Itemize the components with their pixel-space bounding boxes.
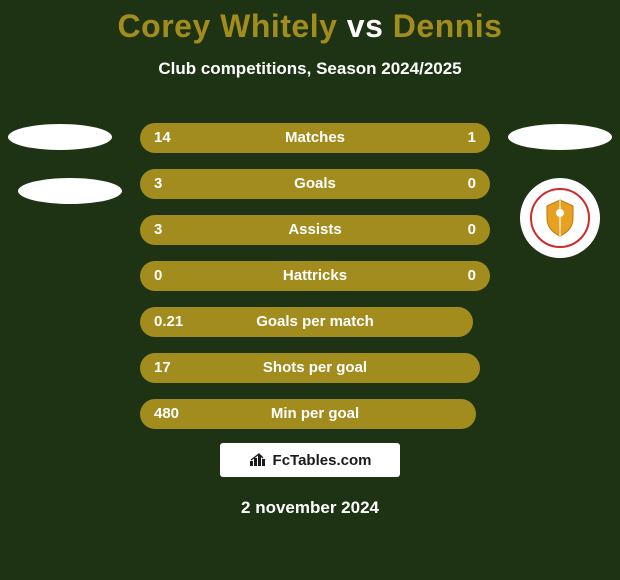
club-shield-icon <box>543 198 577 238</box>
page-title: Corey Whitely vs Dennis <box>0 0 620 45</box>
brand-text: FcTables.com <box>273 452 372 469</box>
stat-label: Goals <box>140 169 490 199</box>
stat-label: Assists <box>140 215 490 245</box>
comparison-canvas: Corey Whitely vs Dennis Club competition… <box>0 0 620 580</box>
stat-value-right: 0 <box>468 215 476 245</box>
player1-name: Corey Whitely <box>118 8 338 44</box>
stat-value-right: 1 <box>468 123 476 153</box>
stat-row: 17Shots per goal <box>140 353 490 383</box>
stat-rows: 14Matches13Goals03Assists00Hattricks00.2… <box>140 123 490 445</box>
stat-value-right: 0 <box>468 169 476 199</box>
stat-label: Hattricks <box>140 261 490 291</box>
stat-row: 0Hattricks0 <box>140 261 490 291</box>
stat-row: 3Assists0 <box>140 215 490 245</box>
stat-label: Goals per match <box>140 307 490 337</box>
stat-label: Shots per goal <box>140 353 490 383</box>
stat-row: 480Min per goal <box>140 399 490 429</box>
player2-club-badge <box>520 178 600 258</box>
player1-photo-placeholder <box>8 124 112 150</box>
vs-separator: vs <box>347 8 384 44</box>
player1-club-placeholder <box>18 178 122 204</box>
player2-photo-placeholder <box>508 124 612 150</box>
club-badge-ring <box>530 188 590 248</box>
stat-row: 14Matches1 <box>140 123 490 153</box>
bars-icon <box>249 453 267 467</box>
stat-label: Min per goal <box>140 399 490 429</box>
date-label: 2 november 2024 <box>0 498 620 518</box>
subtitle: Club competitions, Season 2024/2025 <box>0 59 620 79</box>
stat-label: Matches <box>140 123 490 153</box>
stat-row: 0.21Goals per match <box>140 307 490 337</box>
stat-row: 3Goals0 <box>140 169 490 199</box>
brand-footer: FcTables.com <box>220 443 400 477</box>
stat-value-right: 0 <box>468 261 476 291</box>
player2-name: Dennis <box>393 8 503 44</box>
